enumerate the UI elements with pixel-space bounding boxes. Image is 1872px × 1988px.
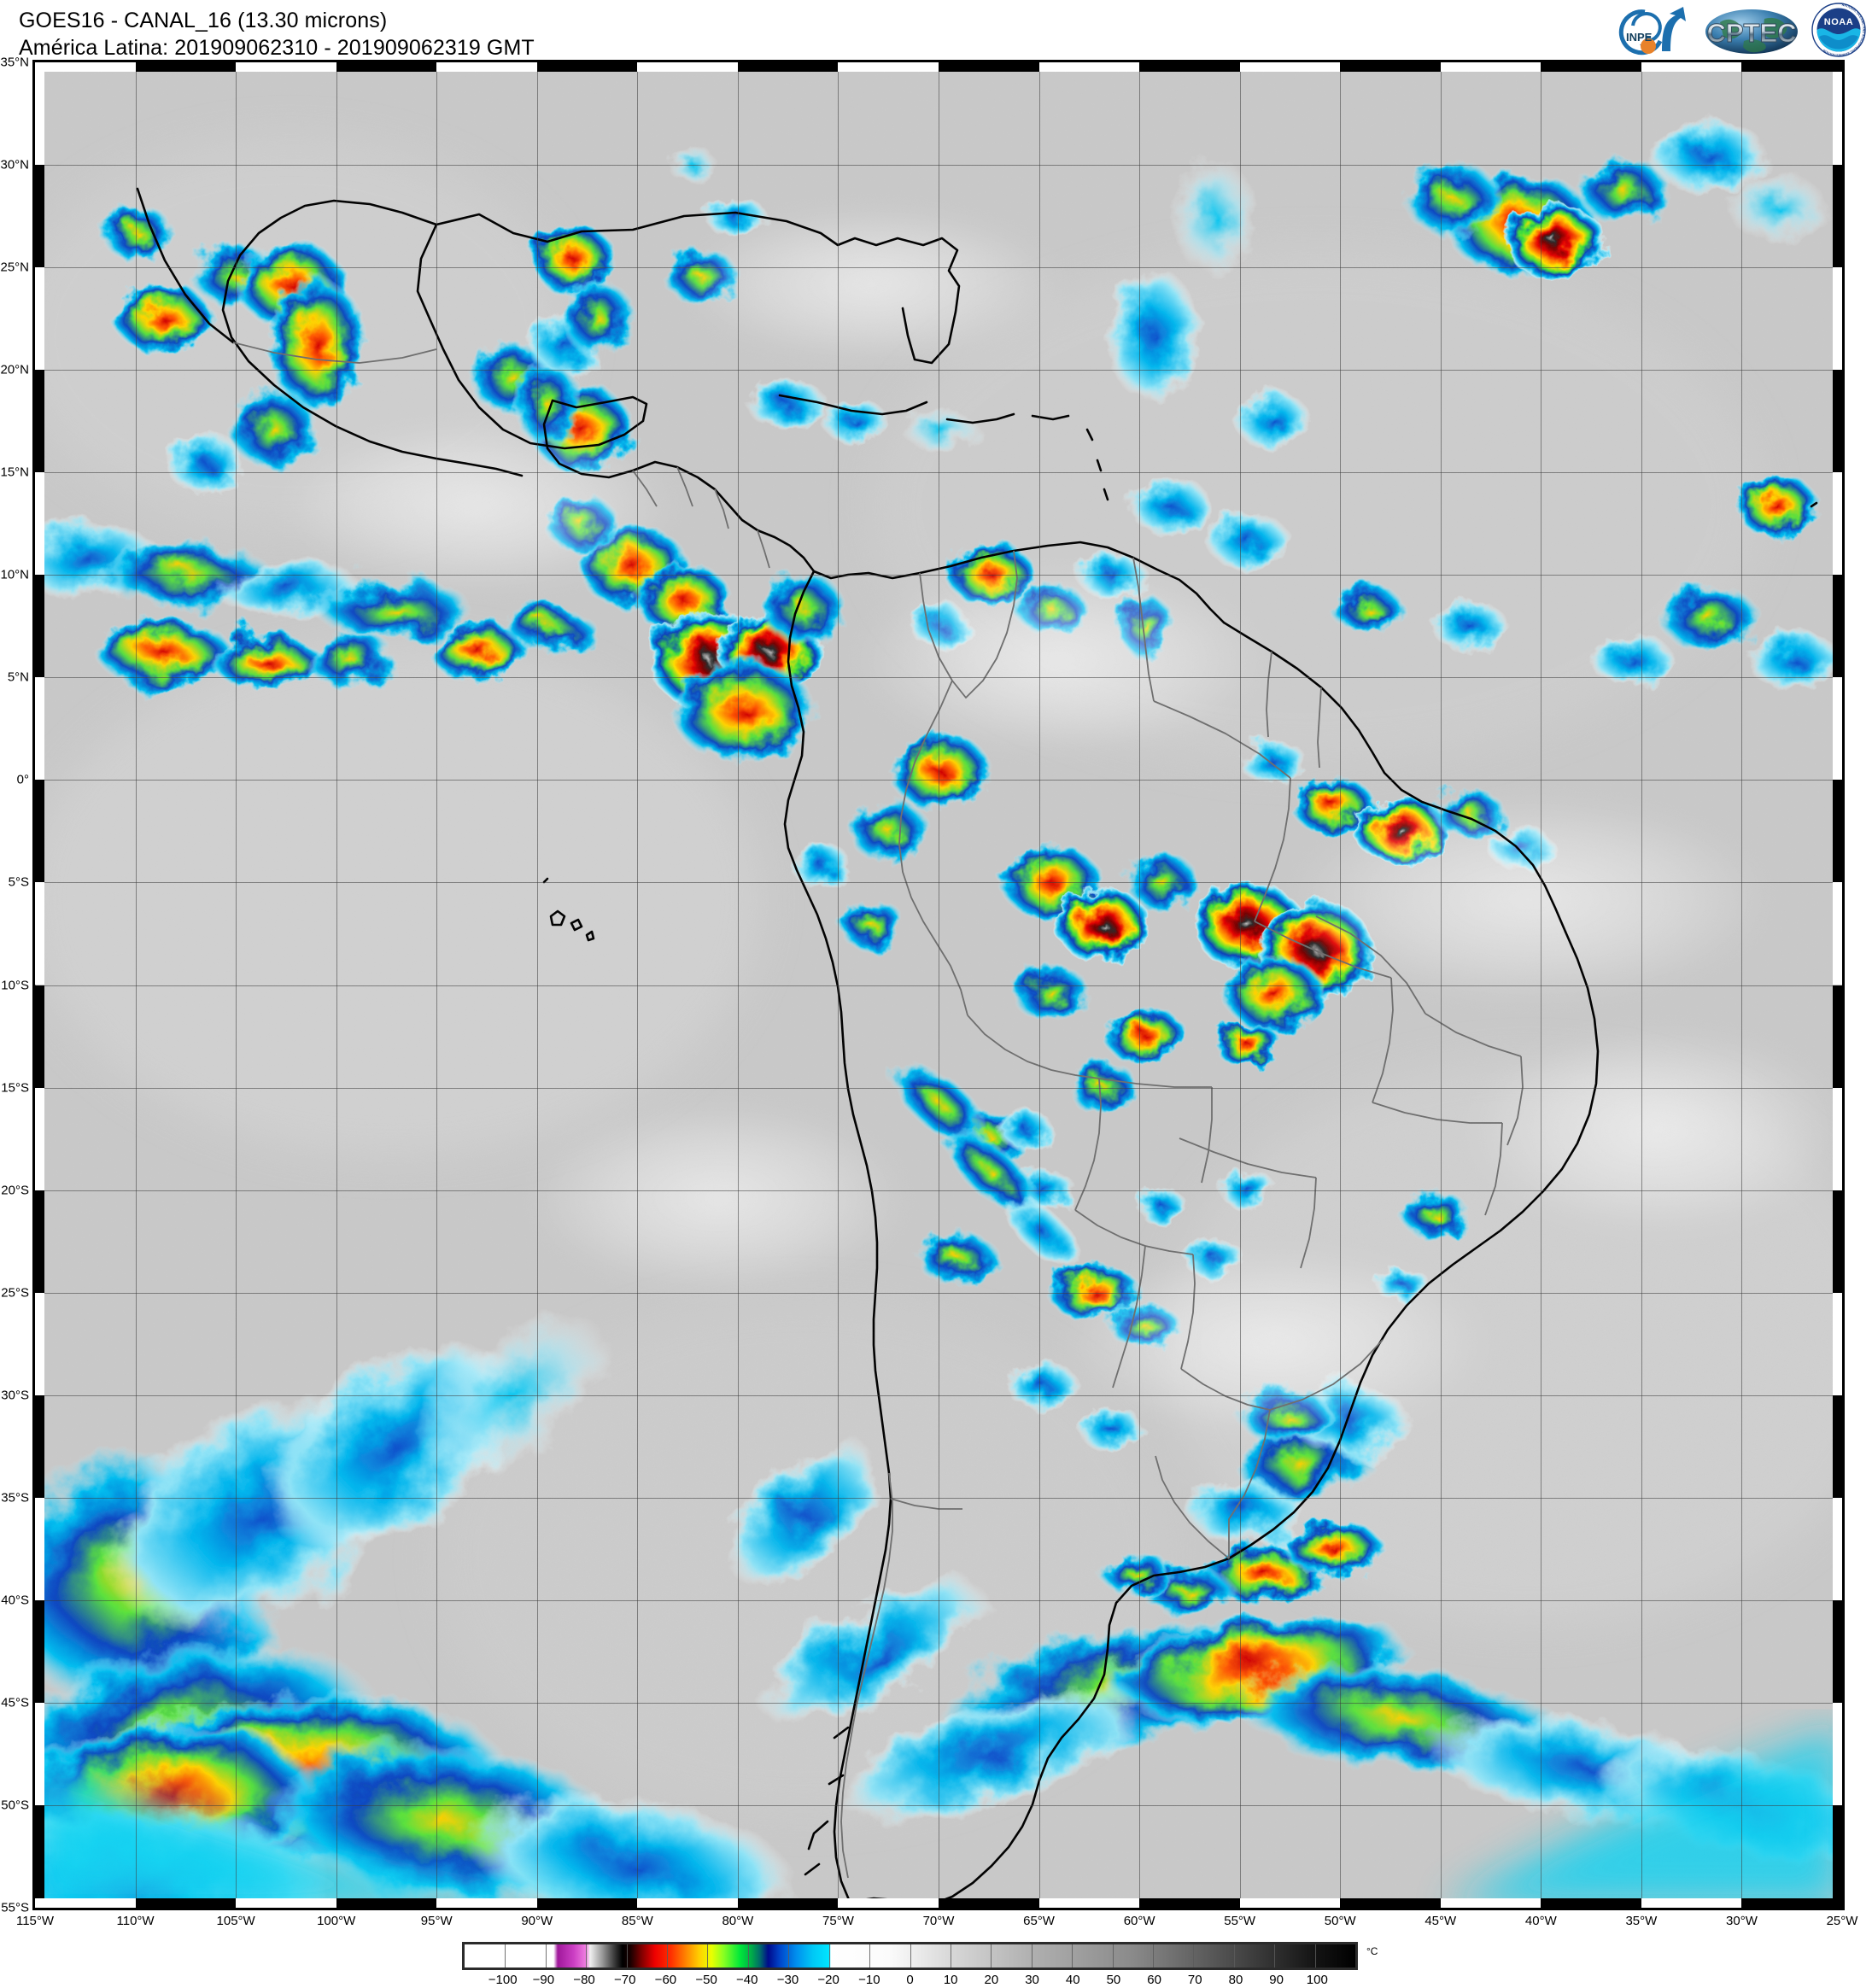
lon-tick-label: 45°W [1424,1914,1457,1928]
colorbar-separator [626,1944,628,1968]
colorbar-tick-label: 20 [984,1973,999,1987]
colorbar-separator [667,1944,669,1968]
colorbar-tick-label: 100 [1306,1973,1328,1987]
lon-tick-label: 85°W [621,1914,653,1928]
colorbar-tick-label: 0 [906,1973,914,1987]
lat-tick-label: 20°S [1,1183,29,1198]
lon-tick-label: 55°W [1224,1914,1256,1928]
colorbar-separator [828,1944,830,1968]
colorbar-separator [869,1944,871,1968]
colorbar: °C −100 −90 −80 −70 −60 −50 −40 −30 −20 −10 0 10 20 3… [0,1942,1872,1988]
lat-tick-label: 30°S [1,1388,29,1403]
colorbar-separator [1112,1944,1114,1968]
colorbar-tick-label: −40 [736,1973,758,1987]
inpe-logo: INPE [1611,3,1693,56]
colorbar-separator [910,1944,911,1968]
lat-tick-label: 50°S [1,1798,29,1813]
colorbar-separator [991,1944,992,1968]
lat-tick-label: 15°N [0,465,29,480]
lat-tick-label: 5°S [8,874,29,890]
colorbar-separator [707,1944,709,1968]
colorbar-separator [505,1944,506,1968]
header-bar: GOES16 - CANAL_16 (13.30 microns) Améric… [0,0,1872,60]
svg-text:CPTEC: CPTEC [1706,18,1796,48]
lon-tick-label: 40°W [1524,1914,1557,1928]
satellite-map[interactable] [32,60,1845,1910]
svg-text:NOAA: NOAA [1824,17,1853,27]
lon-tick-label: 50°W [1324,1914,1356,1928]
title-line-product: GOES16 - CANAL_16 (13.30 microns) [19,9,388,32]
colorbar-tick-label: −80 [573,1973,595,1987]
noaa-logo: NOAA NATIONAL OCEANIC AND ATMOSPHERIC AD… [1811,3,1867,57]
lon-tick-label: 105°W [216,1914,255,1928]
lat-tick-label: 20°N [0,362,29,377]
lat-tick-label: 55°S [1,1900,29,1915]
lon-tick-label: 25°W [1826,1914,1858,1928]
colorbar-tick-label: −50 [695,1973,717,1987]
colorbar-tick-label: 80 [1228,1973,1243,1987]
lat-tick-label: 10°N [0,567,29,582]
lon-tick-label: 60°W [1123,1914,1155,1928]
colorbar-separator [1314,1944,1316,1968]
colorbar-tick-label: −10 [858,1973,880,1987]
colorbar-tick-label: 90 [1269,1973,1284,1987]
colorbar-tick-label: −90 [532,1973,555,1987]
lon-tick-label: 90°W [521,1914,553,1928]
lon-tick-label: 65°W [1023,1914,1055,1928]
lon-tick-label: 35°W [1625,1914,1658,1928]
colorbar-separator [1072,1944,1073,1968]
map-border [32,60,1845,1910]
lon-tick-label: 80°W [722,1914,754,1928]
lat-tick-label: 40°S [1,1593,29,1608]
colorbar-tick-label: −70 [613,1973,636,1987]
colorbar-separator [1193,1944,1195,1968]
colorbar-separator [1274,1944,1276,1968]
lat-tick-label: 15°S [1,1080,29,1096]
colorbar-separator [1233,1944,1235,1968]
map-canvas[interactable] [35,62,1842,1908]
lon-tick-label: 75°W [822,1914,854,1928]
colorbar-separator [747,1944,749,1968]
lat-tick-label: 5°N [7,669,29,685]
lon-tick-label: 30°W [1726,1914,1758,1928]
colorbar-unit-label: °C [1366,1945,1378,1957]
logo-group: INPE [1611,2,1867,58]
colorbar-tick-label: −20 [817,1973,839,1987]
lon-tick-label: 70°W [922,1914,955,1928]
lat-tick-label: 45°S [1,1695,29,1710]
colorbar-separator [1152,1944,1154,1968]
longitude-axis: 115°W 110°W 105°W 100°W 95°W 90°W 85°W 80°W 75°W… [16,1912,1857,1938]
colorbar-tick-label: 70 [1187,1973,1202,1987]
lat-tick-label: 0° [16,772,29,787]
lon-tick-label: 110°W [116,1914,155,1928]
colorbar-separator [1031,1944,1033,1968]
lat-tick-label: 10°S [1,978,29,992]
colorbar-tick-label: 30 [1025,1973,1039,1987]
lon-tick-label: 95°W [420,1914,453,1928]
colorbar-tick-label: 50 [1106,1973,1121,1987]
colorbar-separator [586,1944,588,1968]
lat-tick-label: 35°N [0,55,29,70]
colorbar-gradient [462,1942,1358,1970]
lon-tick-label: 100°W [317,1914,356,1928]
colorbar-tick-label: −60 [654,1973,677,1987]
lat-tick-label: 25°N [0,260,29,275]
svg-text:INPE: INPE [1626,31,1653,44]
title-line-region-time: América Latina: 201909062310 - 201909062… [19,36,535,60]
cptec-logo: CPTEC [1701,3,1802,56]
lat-tick-label: 35°S [1,1490,29,1506]
colorbar-tick-label: 60 [1147,1973,1161,1987]
colorbar-tick-label: −30 [776,1973,799,1987]
lat-tick-label: 25°S [1,1285,29,1301]
latitude-axis: 35°N 30°N 25°N 20°N 15°N 10°N 5°N 0° 5°S 10°S 15°S… [0,56,32,1915]
colorbar-tick-label: 40 [1065,1973,1080,1987]
colorbar-tick-label: −100 [488,1973,518,1987]
colorbar-tick-label: 10 [943,1973,958,1987]
colorbar-separator [545,1944,547,1968]
lat-tick-label: 30°N [0,157,29,172]
colorbar-separator [788,1944,790,1968]
lon-tick-label: 115°W [15,1914,55,1928]
page-title: GOES16 - CANAL_16 (13.30 microns) Améric… [19,7,535,61]
